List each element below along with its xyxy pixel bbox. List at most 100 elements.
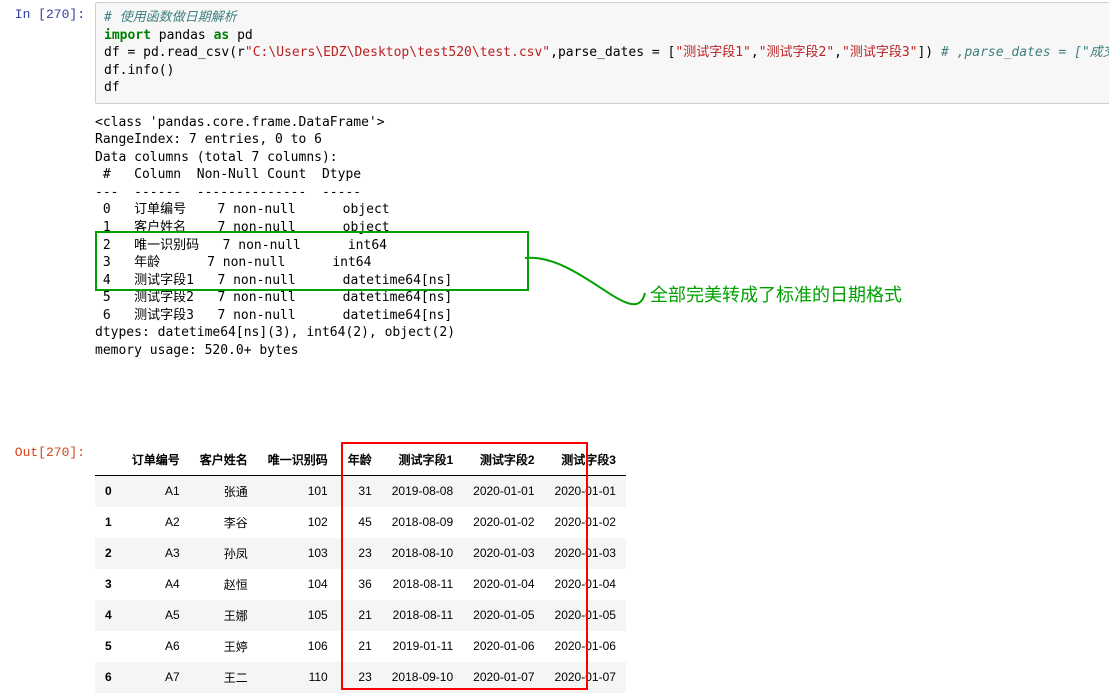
th-3: 年龄 — [338, 444, 382, 476]
td: 2020-01-07 — [545, 662, 626, 693]
idx: 5 — [95, 631, 122, 662]
td: 2020-01-04 — [545, 569, 626, 600]
info-line-3: # Column Non-Null Count Dtype — [95, 167, 432, 182]
info-line-5: 0 订单编号 7 non-null object — [95, 202, 452, 217]
alias-pd: pd — [229, 28, 252, 43]
td: 23 — [338, 538, 382, 569]
dataframe-body: 0A1张通101312019-08-082020-01-012020-01-01… — [95, 475, 626, 693]
c1: , — [751, 45, 759, 60]
td: 2020-01-05 — [463, 600, 544, 631]
td: 2018-08-10 — [382, 538, 463, 569]
td: 2020-01-06 — [545, 631, 626, 662]
td: 101 — [258, 475, 338, 507]
mod-pandas: pandas — [151, 28, 214, 43]
table-row: 3A4赵恒104362018-08-112020-01-042020-01-04 — [95, 569, 626, 600]
td: 孙凤 — [190, 538, 258, 569]
str-col3: "测试字段3" — [842, 45, 917, 60]
th-5: 测试字段2 — [463, 444, 544, 476]
info-line-6: 1 客户姓名 7 non-null object — [95, 220, 452, 235]
td: 王二 — [190, 662, 258, 693]
kw-import: import — [104, 28, 151, 43]
td: 2020-01-05 — [545, 600, 626, 631]
idx: 0 — [95, 475, 122, 507]
idx: 2 — [95, 538, 122, 569]
td: A3 — [122, 538, 190, 569]
td: 103 — [258, 538, 338, 569]
table-header-row: 订单编号 客户姓名 唯一识别码 年龄 测试字段1 测试字段2 测试字段3 — [95, 444, 626, 476]
td: 2020-01-02 — [463, 507, 544, 538]
td: 2019-01-11 — [382, 631, 463, 662]
th-0: 订单编号 — [122, 444, 190, 476]
td: 2020-01-02 — [545, 507, 626, 538]
stdout-cell: <class 'pandas.core.frame.DataFrame'> Ra… — [0, 106, 1109, 438]
td: 31 — [338, 475, 382, 507]
td: 2018-09-10 — [382, 662, 463, 693]
td: 2020-01-03 — [463, 538, 544, 569]
td: 李谷 — [190, 507, 258, 538]
info-line-1: RangeIndex: 7 entries, 0 to 6 — [95, 132, 322, 147]
str-col2: "测试字段2" — [759, 45, 834, 60]
info-line-8: 3 年龄 7 non-null int64 — [95, 255, 442, 270]
td: 2019-08-08 — [382, 475, 463, 507]
td: 21 — [338, 631, 382, 662]
td: 赵恒 — [190, 569, 258, 600]
code-line4: df.info() — [104, 63, 174, 78]
td: 106 — [258, 631, 338, 662]
th-2: 唯一识别码 — [258, 444, 338, 476]
code-line3a: df = pd.read_csv(r — [104, 45, 245, 60]
empty-prompt — [0, 108, 95, 113]
td: A6 — [122, 631, 190, 662]
c2: , — [834, 45, 842, 60]
info-line-10: 5 测试字段2 7 non-null datetime64[ns] — [95, 290, 452, 305]
input-prompt: In [270]: — [0, 2, 95, 22]
info-line-9: 4 测试字段1 7 non-null datetime64[ns] — [95, 273, 452, 288]
td: 2020-01-01 — [463, 475, 544, 507]
kw-as: as — [214, 28, 230, 43]
table-row: 0A1张通101312019-08-082020-01-012020-01-01 — [95, 475, 626, 507]
dataframe-output: 订单编号 客户姓名 唯一识别码 年龄 测试字段1 测试字段2 测试字段3 0A1… — [95, 440, 1109, 693]
table-row: 6A7王二110232018-09-102020-01-072020-01-07 — [95, 662, 626, 693]
td: A7 — [122, 662, 190, 693]
output-cell: Out[270]: 订单编号 客户姓名 唯一识别码 年龄 测试字段1 测试字段2… — [0, 438, 1109, 695]
td: 2020-01-07 — [463, 662, 544, 693]
td: 2018-08-11 — [382, 569, 463, 600]
info-line-12: dtypes: datetime64[ns](3), int64(2), obj… — [95, 325, 455, 340]
table-row: 4A5王娜105212018-08-112020-01-052020-01-05 — [95, 600, 626, 631]
info-line-0: <class 'pandas.core.frame.DataFrame'> — [95, 115, 385, 130]
th-1: 客户姓名 — [190, 444, 258, 476]
td: 36 — [338, 569, 382, 600]
code-line5: df — [104, 80, 120, 95]
td: 2020-01-04 — [463, 569, 544, 600]
td: 2020-01-01 — [545, 475, 626, 507]
table-row: 5A6王婷106212019-01-112020-01-062020-01-06 — [95, 631, 626, 662]
td: 王婷 — [190, 631, 258, 662]
td: 23 — [338, 662, 382, 693]
idx: 6 — [95, 662, 122, 693]
td: 102 — [258, 507, 338, 538]
td: 110 — [258, 662, 338, 693]
annotation-text: 全部完美转成了标准的日期格式 — [650, 283, 902, 307]
td: A5 — [122, 600, 190, 631]
td: 105 — [258, 600, 338, 631]
th-4: 测试字段1 — [382, 444, 463, 476]
td: A2 — [122, 507, 190, 538]
info-line-11: 6 测试字段3 7 non-null datetime64[ns] — [95, 308, 452, 323]
td: 2018-08-09 — [382, 507, 463, 538]
str-col1: "测试字段1" — [675, 45, 750, 60]
th-6: 测试字段3 — [545, 444, 626, 476]
td: 2020-01-03 — [545, 538, 626, 569]
td: 45 — [338, 507, 382, 538]
dataframe-table: 订单编号 客户姓名 唯一识别码 年龄 测试字段1 测试字段2 测试字段3 0A1… — [95, 444, 626, 693]
idx: 3 — [95, 569, 122, 600]
code-editor[interactable]: # 使用函数做日期解析 import pandas as pd df = pd.… — [95, 2, 1109, 104]
info-line-13: memory usage: 520.0+ bytes — [95, 343, 299, 358]
table-row: 2A3孙凤103232018-08-102020-01-032020-01-03 — [95, 538, 626, 569]
annotation-curve — [520, 238, 660, 358]
code-comment-2: # ,parse_dates = ["成交时间"] — [941, 45, 1109, 60]
td: 104 — [258, 569, 338, 600]
td: 张通 — [190, 475, 258, 507]
td: 2018-08-11 — [382, 600, 463, 631]
code-line3b: ,parse_dates = [ — [550, 45, 675, 60]
idx: 4 — [95, 600, 122, 631]
input-cell: In [270]: # 使用函数做日期解析 import pandas as p… — [0, 0, 1109, 106]
